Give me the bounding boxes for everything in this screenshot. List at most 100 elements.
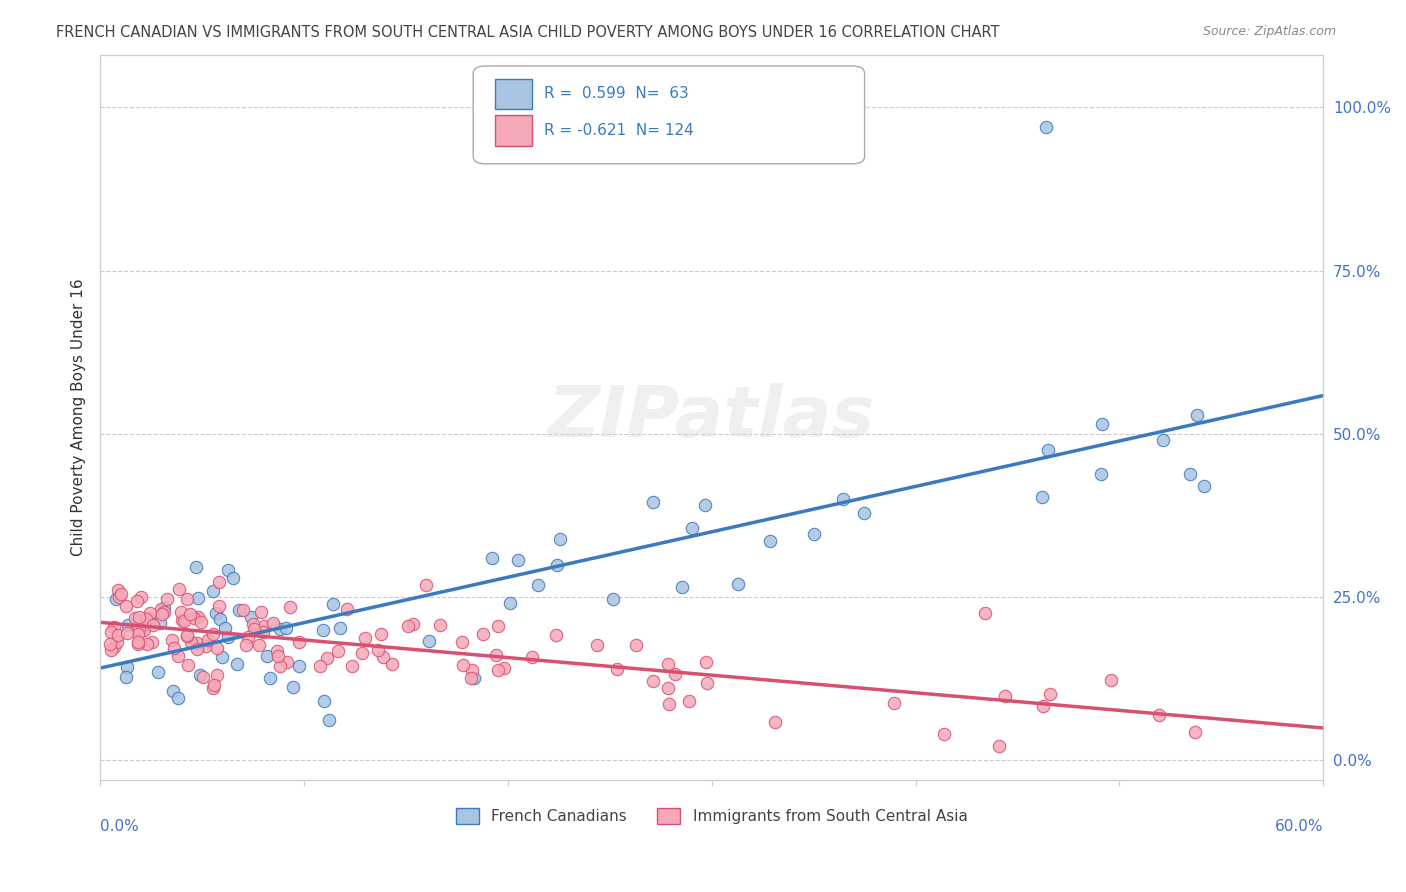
Point <box>125 594 148 608</box>
Point <box>163 641 186 656</box>
Point <box>418 634 440 648</box>
Point <box>195 639 218 653</box>
Point <box>105 635 128 649</box>
Point <box>149 616 172 631</box>
Point <box>115 659 138 673</box>
Text: R =  0.599  N=  63: R = 0.599 N= 63 <box>544 87 689 102</box>
Point <box>176 591 198 606</box>
Point <box>141 634 163 648</box>
Point <box>453 658 475 673</box>
Point <box>481 551 503 566</box>
Point <box>153 605 176 619</box>
Point <box>98 637 121 651</box>
Point <box>461 663 484 677</box>
Point <box>103 620 125 634</box>
Point <box>148 665 170 679</box>
Point <box>190 615 212 629</box>
Legend: French Canadians, Immigrants from South Central Asia: French Canadians, Immigrants from South … <box>450 802 973 830</box>
Point <box>188 668 211 682</box>
Point <box>1185 408 1208 422</box>
Point <box>287 659 309 673</box>
Point <box>252 625 274 640</box>
Point <box>488 619 510 633</box>
Point <box>312 693 335 707</box>
Point <box>381 657 404 672</box>
Point <box>326 644 349 658</box>
Point <box>242 616 264 631</box>
Point <box>695 655 717 669</box>
Point <box>176 628 198 642</box>
Point <box>259 671 281 685</box>
Point <box>232 602 254 616</box>
FancyBboxPatch shape <box>495 115 531 145</box>
Point <box>727 577 749 591</box>
Point <box>492 661 515 675</box>
Point <box>283 680 305 694</box>
Point <box>124 611 146 625</box>
Point <box>883 696 905 710</box>
Point <box>205 607 228 621</box>
Point <box>114 670 136 684</box>
Point <box>1192 479 1215 493</box>
Point <box>242 622 264 636</box>
Point <box>207 599 229 614</box>
Text: R = -0.621  N= 124: R = -0.621 N= 124 <box>544 122 695 137</box>
Point <box>247 638 270 652</box>
Point <box>156 592 179 607</box>
Point <box>1091 417 1114 431</box>
Point <box>167 690 190 705</box>
Point <box>1031 490 1053 504</box>
Point <box>262 616 284 631</box>
Point <box>758 533 780 548</box>
Point <box>162 684 184 698</box>
Point <box>127 627 149 641</box>
Point <box>202 678 225 692</box>
Point <box>315 651 337 665</box>
Point <box>831 491 853 506</box>
FancyBboxPatch shape <box>495 79 531 110</box>
Point <box>763 714 786 729</box>
Point <box>138 611 160 625</box>
Point <box>167 649 190 664</box>
Point <box>486 663 509 677</box>
Point <box>1329 378 1351 392</box>
Point <box>626 639 648 653</box>
Point <box>664 666 686 681</box>
Point <box>128 609 150 624</box>
Point <box>657 657 679 672</box>
Point <box>508 553 530 567</box>
Point <box>114 599 136 613</box>
Point <box>336 602 359 616</box>
Point <box>107 628 129 642</box>
Point <box>1152 433 1174 447</box>
Text: 60.0%: 60.0% <box>1275 820 1323 835</box>
Point <box>100 643 122 657</box>
Point <box>370 627 392 641</box>
Point <box>643 674 665 689</box>
Point <box>602 591 624 606</box>
Point <box>117 625 139 640</box>
Point <box>329 621 352 635</box>
Point <box>641 495 664 509</box>
Point <box>460 671 482 685</box>
Point <box>191 670 214 684</box>
Point <box>103 640 125 654</box>
Point <box>546 558 568 572</box>
Point <box>1147 707 1170 722</box>
Text: FRENCH CANADIAN VS IMMIGRANTS FROM SOUTH CENTRAL ASIA CHILD POVERTY AMONG BOYS U: FRENCH CANADIAN VS IMMIGRANTS FROM SOUTH… <box>56 25 1000 40</box>
Point <box>160 633 183 648</box>
Point <box>276 655 298 669</box>
Point <box>250 606 273 620</box>
Point <box>696 675 718 690</box>
Point <box>974 606 997 620</box>
Point <box>451 635 474 649</box>
Point <box>276 621 298 635</box>
Point <box>373 650 395 665</box>
Point <box>548 532 571 546</box>
Point <box>354 631 377 645</box>
Point <box>340 658 363 673</box>
Point <box>173 614 195 628</box>
Point <box>176 629 198 643</box>
Point <box>546 628 568 642</box>
Point <box>278 599 301 614</box>
